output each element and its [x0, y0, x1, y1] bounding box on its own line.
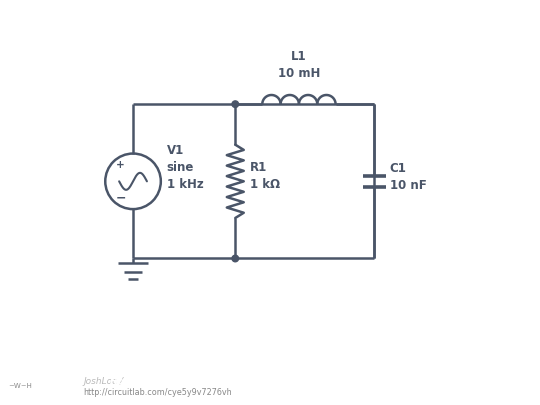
- Text: CIRCUIT: CIRCUIT: [10, 375, 48, 384]
- Text: L1
10 mH: L1 10 mH: [278, 50, 320, 80]
- Text: Homework 24: AC Filters: Homework 24: AC Filters: [110, 377, 235, 386]
- Text: R1
1 kΩ: R1 1 kΩ: [250, 160, 280, 190]
- Text: JoshLoc /: JoshLoc /: [84, 377, 126, 386]
- Text: — ∼ ⊢—  LAB: — ∼ ⊢— LAB: [10, 385, 60, 394]
- Text: V1
sine
1 kHz: V1 sine 1 kHz: [167, 144, 204, 191]
- Text: http://circuitlab.com/cye5y9v7276vh: http://circuitlab.com/cye5y9v7276vh: [84, 388, 232, 396]
- Text: C1
10 nF: C1 10 nF: [389, 162, 427, 192]
- Circle shape: [232, 101, 239, 107]
- Text: +: +: [116, 160, 125, 170]
- Circle shape: [232, 255, 239, 262]
- Text: ~W~H: ~W~H: [9, 383, 32, 389]
- Text: −: −: [116, 191, 126, 204]
